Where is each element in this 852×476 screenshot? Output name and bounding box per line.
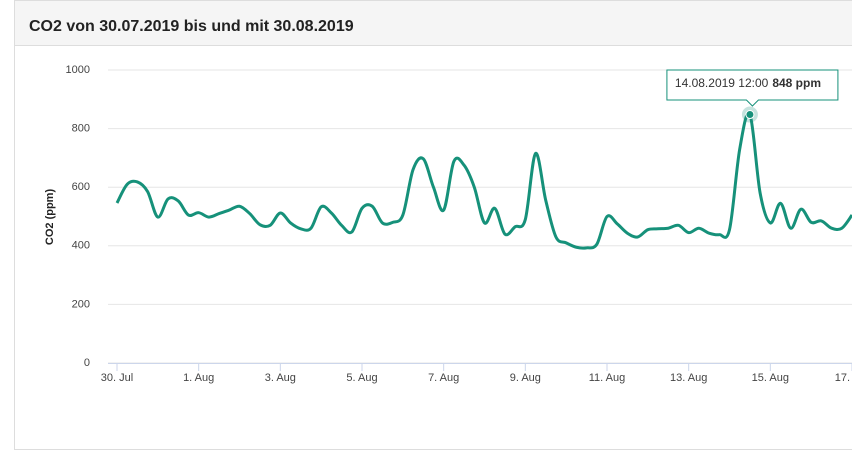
y-axis-label: CO2 (ppm) xyxy=(44,189,56,246)
data-line xyxy=(115,111,852,250)
y-tick-label: 800 xyxy=(72,123,90,135)
x-tick-label: 13. Aug xyxy=(670,372,707,384)
x-tick-label: 11. Aug xyxy=(589,372,626,384)
chart-title: CO2 von 30.07.2019 bis und mit 30.08.201… xyxy=(29,18,354,35)
x-tick-label: 9. Aug xyxy=(510,372,541,384)
x-tick-label: 15. Aug xyxy=(752,372,789,384)
tooltip-value: 848 ppm xyxy=(772,76,821,90)
panel-header xyxy=(15,1,852,45)
x-tick-label: 30. Jul xyxy=(101,372,133,384)
x-tick-label: 7. Aug xyxy=(428,372,459,384)
y-tick-label: 400 xyxy=(72,240,90,252)
x-tick-label: 3. Aug xyxy=(265,372,296,384)
tooltip-box xyxy=(666,69,839,107)
x-tick-label: 17. xyxy=(835,372,850,384)
hover-marker xyxy=(745,110,755,120)
y-tick-label: 0 xyxy=(84,357,90,369)
y-tick-label: 600 xyxy=(72,181,90,193)
x-tick-label: 5. Aug xyxy=(346,372,377,384)
tooltip-date: 14.08.2019 12:00 xyxy=(675,76,769,90)
y-tick-label: 1000 xyxy=(66,64,90,76)
x-tick-label: 1. Aug xyxy=(183,372,214,384)
y-tick-label: 200 xyxy=(72,298,90,310)
